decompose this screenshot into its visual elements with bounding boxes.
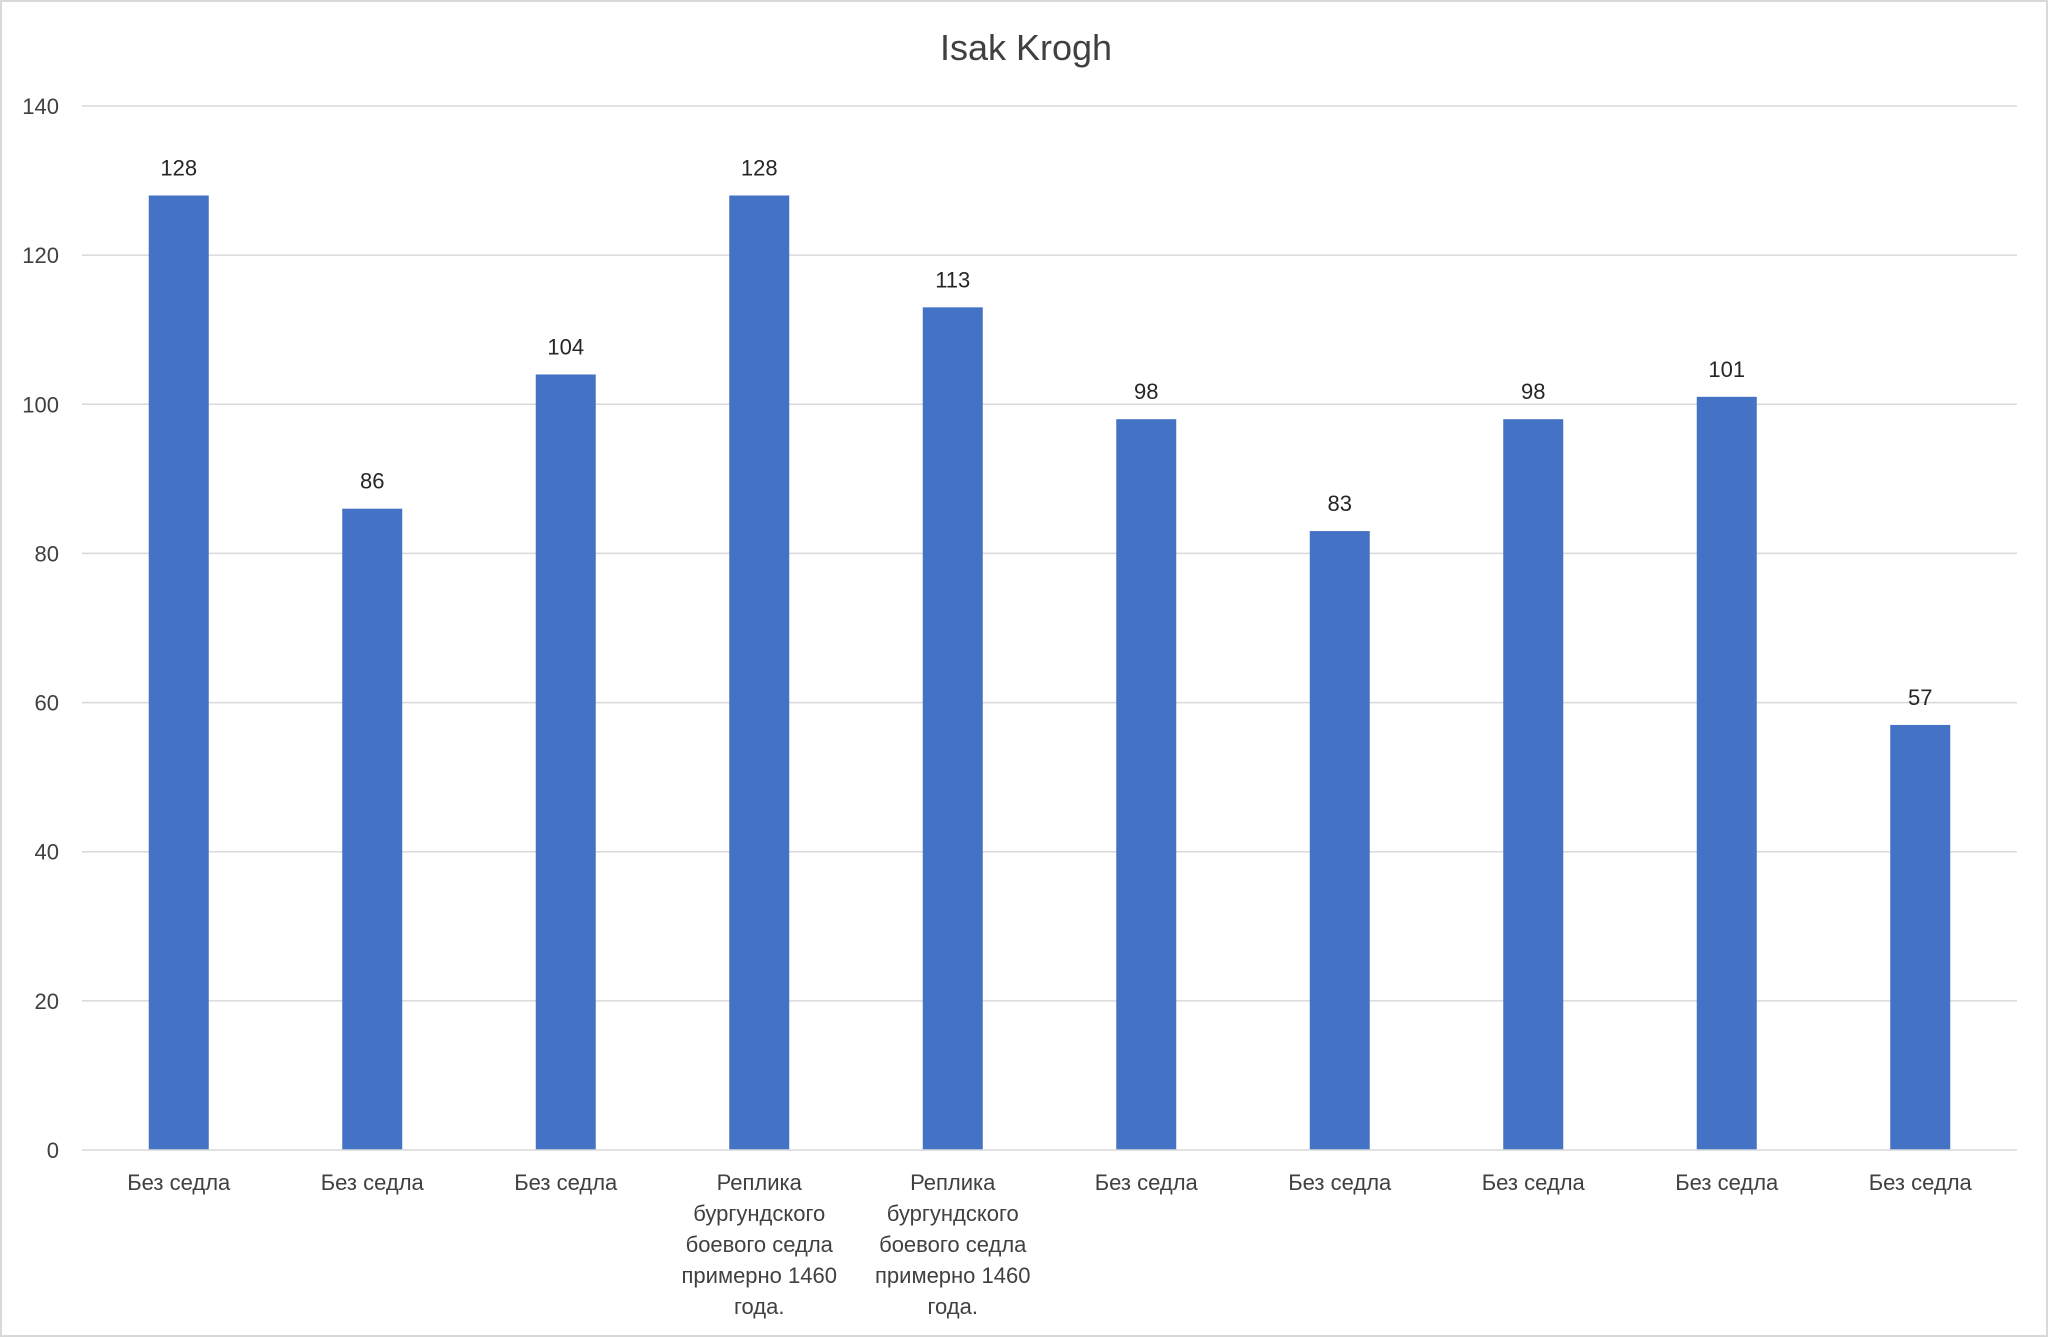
bar: [1309, 531, 1370, 1150]
x-category-label: Без седла: [514, 1170, 618, 1195]
x-category-label-line: года.: [734, 1294, 784, 1319]
y-tick-label: 40: [35, 840, 59, 865]
bar: [148, 195, 209, 1150]
x-category-label: Без седла: [1482, 1170, 1586, 1195]
x-category-label: Реплика бургундского боевого седла примерно…: [682, 1170, 837, 1319]
x-category-label-line: Реплика: [717, 1170, 803, 1195]
data-label: 128: [160, 155, 197, 180]
bar: [1116, 419, 1177, 1150]
data-label: 57: [1908, 685, 1932, 710]
bar: [1503, 419, 1564, 1150]
data-label: 128: [741, 155, 778, 180]
data-label: 113: [935, 267, 970, 292]
bars: [148, 195, 1951, 1151]
x-category-label-line: Без седла: [1288, 1170, 1392, 1195]
x-category-label-line: боевого седла: [879, 1232, 1027, 1257]
data-label: 101: [1708, 357, 1745, 382]
y-tick-label: 100: [22, 392, 59, 417]
x-category-label-line: примерно 1460: [875, 1263, 1030, 1288]
data-label: 98: [1521, 379, 1545, 404]
bar: [535, 374, 596, 1150]
data-labels: 128 86 104 128 113 98 83 98 101 57: [160, 155, 1932, 709]
x-category-label-line: Без седла: [1675, 1170, 1779, 1195]
data-label: 98: [1134, 379, 1158, 404]
x-category-label-line: Без седла: [321, 1170, 425, 1195]
data-label: 83: [1328, 491, 1352, 516]
bar: [1890, 724, 1951, 1150]
chart-title: Isak Krogh: [940, 27, 1112, 68]
x-category-label-line: Без седла: [1095, 1170, 1199, 1195]
x-category-label-line: боевого седла: [686, 1232, 834, 1257]
y-axis-tick-labels: 0 20 40 60 80 100 120 140: [22, 94, 59, 1163]
x-category-label-line: примерно 1460: [682, 1263, 837, 1288]
y-tick-label: 0: [47, 1138, 59, 1163]
x-category-label: Без седла: [1869, 1170, 1973, 1195]
x-category-label-line: Без седла: [1869, 1170, 1973, 1195]
x-category-label-line: бургундского: [693, 1201, 825, 1226]
x-category-label: Без седла: [1675, 1170, 1779, 1195]
x-category-label: Без седла: [1095, 1170, 1199, 1195]
y-tick-label: 80: [35, 541, 59, 566]
x-category-label: Реплика бургундского боевого седла примерно…: [875, 1170, 1030, 1319]
x-category-label-line: Без седла: [1482, 1170, 1586, 1195]
data-label: 104: [547, 334, 584, 359]
y-tick-label: 60: [35, 691, 59, 716]
bar: [342, 508, 403, 1151]
bar: [729, 195, 790, 1150]
data-label: 86: [360, 469, 384, 494]
x-category-label-line: Реплика: [910, 1170, 996, 1195]
gridlines: [82, 105, 2017, 1002]
x-category-label-line: Без седла: [127, 1170, 231, 1195]
x-category-label-line: бургундского: [887, 1201, 1019, 1226]
x-axis-category-labels: Без седла Без седла Без седла Реплика бургун…: [127, 1170, 1972, 1319]
x-category-label-line: Без седла: [514, 1170, 618, 1195]
x-category-label-line: года.: [928, 1294, 978, 1319]
bar: [922, 307, 983, 1150]
y-tick-label: 20: [35, 989, 59, 1014]
y-tick-label: 140: [22, 94, 59, 119]
x-category-label: Без седла: [321, 1170, 425, 1195]
x-category-label: Без седла: [127, 1170, 231, 1195]
x-category-label: Без седла: [1288, 1170, 1392, 1195]
bar: [1696, 396, 1757, 1150]
y-tick-label: 120: [22, 243, 59, 268]
